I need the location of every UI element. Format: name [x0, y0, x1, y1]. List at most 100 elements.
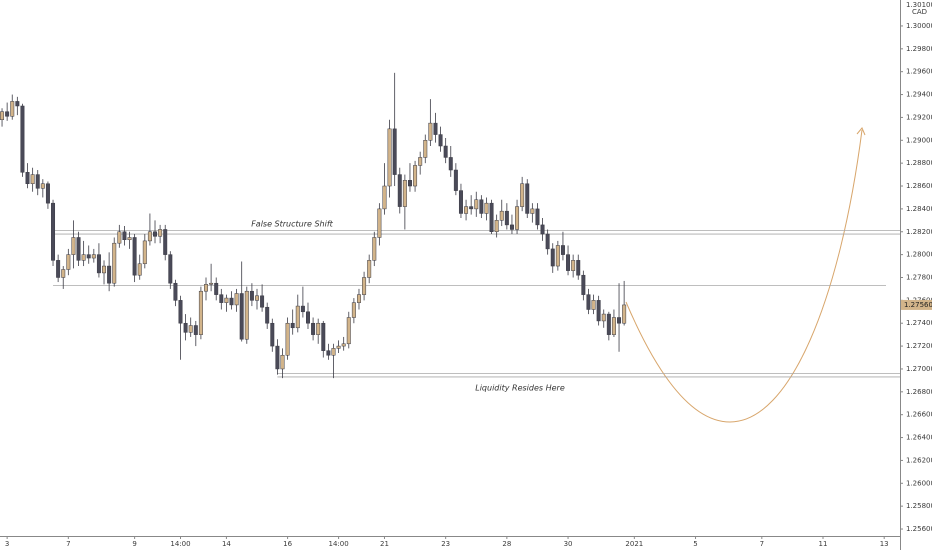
x-tick-label: 14:00	[170, 540, 190, 548]
axis-header-price: 1.30100	[906, 1, 932, 9]
candle-body	[560, 245, 565, 255]
y-tick-label: 1.26200	[906, 456, 932, 464]
candle-body	[586, 294, 591, 310]
candle-body	[479, 199, 484, 214]
candle-body	[576, 260, 581, 276]
candle-body	[25, 172, 30, 184]
candle-body	[316, 322, 321, 335]
candle-body	[606, 313, 611, 335]
candle-body	[571, 260, 576, 271]
y-tick-label: 1.25600	[906, 525, 932, 533]
candle-body	[372, 237, 377, 261]
x-tick-label: 9	[132, 540, 136, 548]
candle-body	[601, 313, 606, 322]
y-tick-label: 1.26600	[906, 411, 932, 419]
candle-body	[428, 122, 433, 141]
candle-body	[356, 294, 361, 303]
candle-body	[321, 322, 326, 351]
candle-body	[515, 206, 520, 230]
candle-body	[137, 263, 142, 276]
candle-body	[520, 183, 525, 207]
candle-body	[153, 231, 157, 237]
x-tick-label: 21	[380, 540, 389, 548]
candle-body	[367, 260, 372, 278]
axis-header-currency: CAD	[912, 8, 927, 16]
candle-body	[504, 210, 509, 226]
y-tick-label: 1.27800	[906, 273, 932, 281]
candle-body	[5, 111, 10, 117]
candle-body	[280, 354, 285, 370]
candle-body	[147, 231, 152, 242]
candle-body	[209, 282, 214, 285]
x-tick-label: 2021	[625, 540, 643, 548]
candle-body	[193, 325, 198, 335]
y-tick-label: 1.29800	[906, 45, 932, 53]
y-tick-label: 1.27000	[906, 365, 932, 373]
candle-body	[290, 322, 295, 329]
candle-body	[382, 185, 387, 210]
candle-body	[336, 345, 341, 349]
y-tick-label: 1.30000	[906, 22, 932, 30]
candle-body	[285, 322, 290, 356]
y-tick-label: 1.28200	[906, 228, 932, 236]
candle-body	[270, 322, 275, 347]
x-tick-label: 7	[760, 540, 764, 548]
candle-body	[260, 295, 265, 308]
candle-body	[239, 293, 244, 340]
y-tick-label: 1.29600	[906, 68, 932, 76]
candle-body	[35, 174, 40, 189]
candle-body	[489, 202, 494, 233]
candle-body	[525, 183, 530, 214]
candle-body	[494, 220, 499, 233]
candle-body	[112, 242, 117, 284]
candle-body	[249, 290, 254, 301]
candle-body	[341, 343, 346, 347]
candle-body	[224, 297, 229, 303]
y-tick-label: 1.27400	[906, 319, 932, 327]
candle-body	[91, 254, 96, 259]
candle-body	[438, 134, 443, 147]
candle-body	[433, 122, 438, 135]
y-tick-label: 1.26800	[906, 388, 932, 396]
y-tick-label: 1.28800	[906, 159, 932, 167]
candle-body	[188, 325, 193, 333]
candle-body	[229, 297, 234, 306]
x-tick-label: 23	[441, 540, 450, 548]
candle-body	[331, 348, 336, 356]
candle-body	[81, 254, 86, 261]
candle-body	[407, 180, 412, 187]
candle-body	[204, 284, 208, 292]
candle-body	[464, 206, 469, 214]
candle-body	[418, 157, 423, 166]
candle-body	[51, 202, 56, 261]
candle-body	[591, 300, 596, 310]
x-tick-label: 14:00	[328, 540, 348, 548]
candle-body	[423, 140, 428, 158]
candle-body	[265, 306, 270, 324]
candle-body	[311, 322, 316, 335]
candle-body	[300, 305, 305, 313]
candle-body	[96, 254, 101, 274]
x-tick-label: 11	[819, 540, 828, 548]
candle-body	[596, 300, 601, 322]
candle-body	[66, 254, 71, 270]
candle-body	[132, 237, 137, 276]
candle-body	[45, 183, 50, 204]
x-tick-label: 13	[880, 540, 889, 548]
candle-body	[20, 105, 25, 173]
candle-body	[56, 260, 61, 278]
candle-body	[30, 174, 35, 184]
candle-body	[255, 295, 259, 301]
candle-body	[443, 145, 448, 158]
y-tick-label: 1.28000	[906, 251, 932, 259]
candle-body	[219, 294, 224, 303]
y-tick-label: 1.29200	[906, 113, 932, 121]
candle-body	[377, 208, 382, 238]
candle-body	[76, 237, 81, 261]
last-price-label: 1.27560	[904, 301, 932, 309]
candle-body	[0, 111, 5, 120]
annotation: False Structure Shift	[251, 220, 333, 229]
y-tick-label: 1.26400	[906, 434, 932, 442]
